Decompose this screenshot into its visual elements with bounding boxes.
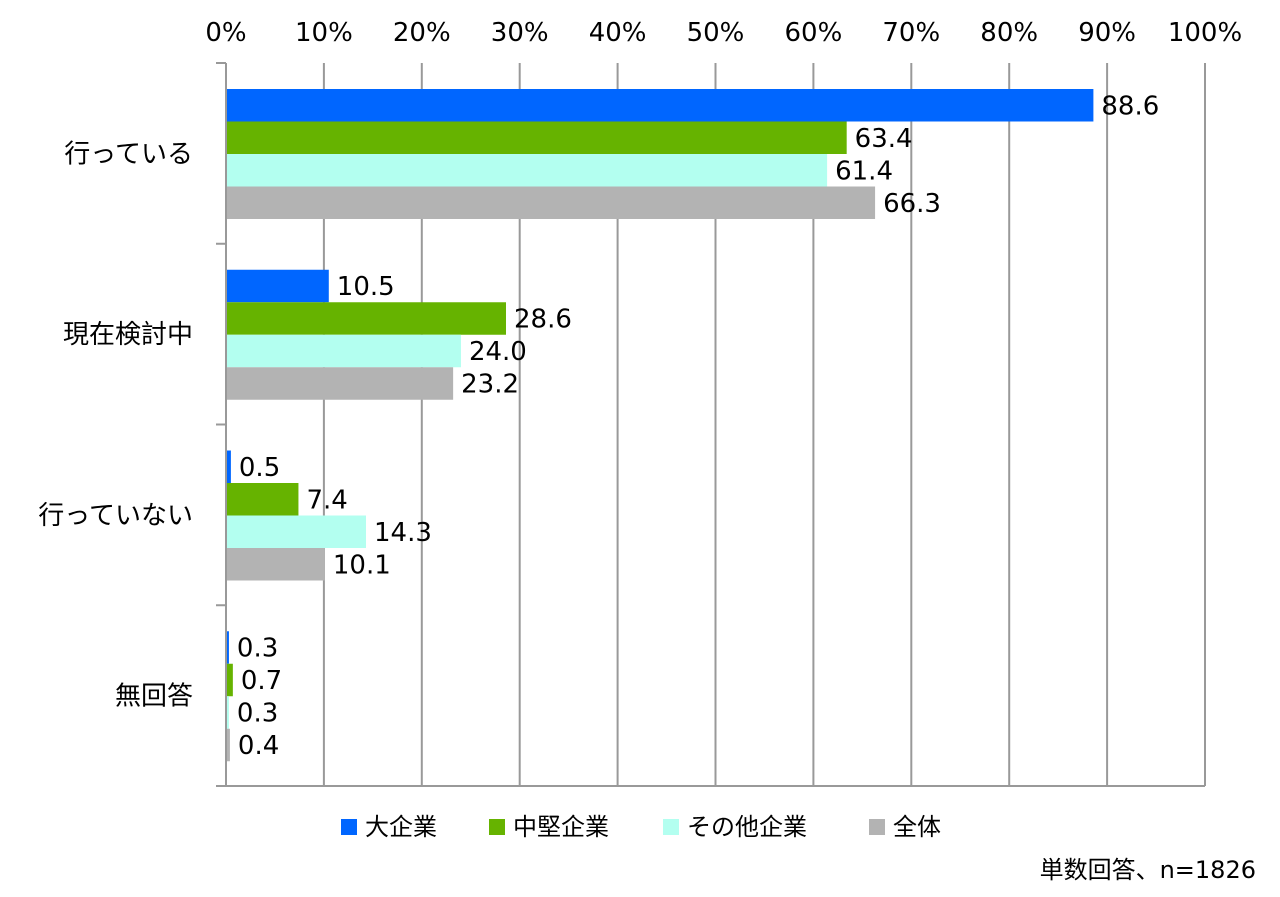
bars	[226, 89, 1094, 762]
category-label: 無回答	[115, 682, 193, 712]
bar	[226, 696, 229, 729]
data-label: 66.3	[883, 189, 941, 219]
data-label: 63.4	[855, 124, 913, 154]
x-tick-label: 50%	[687, 18, 745, 48]
x-tick-label: 100%	[1168, 18, 1242, 48]
x-tick-label: 10%	[295, 18, 353, 48]
data-label: 7.4	[306, 485, 347, 515]
x-tick-label: 60%	[785, 18, 843, 48]
data-label: 14.3	[374, 518, 432, 548]
category-label: 現在検討中	[63, 320, 193, 350]
data-labels: 88.6 63.461.466.3 10.5 28.624.023.2 0.5 7.4 14…	[237, 91, 1159, 761]
legend-label: その他企業	[687, 813, 807, 841]
x-tick-label: 80%	[980, 18, 1038, 48]
data-label: 23.2	[461, 370, 519, 400]
bar	[226, 663, 233, 697]
data-label: 61.4	[835, 156, 893, 186]
bar	[226, 631, 229, 664]
bar	[226, 515, 366, 548]
x-tick-label: 90%	[1078, 18, 1136, 48]
bar	[226, 450, 231, 483]
bar	[226, 154, 828, 187]
data-label: 10.1	[333, 550, 391, 580]
x-tick-label: 30%	[491, 18, 549, 48]
data-label: 0.3	[237, 634, 278, 664]
data-label: 28.6	[514, 305, 572, 335]
data-label: 24.0	[469, 337, 527, 367]
bar	[226, 334, 461, 368]
bar	[226, 89, 1094, 122]
legend-swatch	[341, 819, 357, 835]
data-label: 0.4	[238, 731, 279, 761]
x-tick-labels: 0% 10% 20% 30% 40% 50% 60% 70% 80% 90% 100%	[205, 18, 1242, 48]
bar	[226, 121, 847, 154]
data-label: 0.7	[241, 666, 282, 696]
bar	[226, 302, 506, 335]
data-label: 10.5	[337, 272, 395, 302]
bar	[226, 728, 230, 762]
x-tick-label: 40%	[589, 18, 647, 48]
category-label: 行っている	[64, 139, 193, 169]
bar	[226, 186, 876, 219]
legend-swatch	[869, 819, 885, 835]
legend-label: 全体	[893, 813, 941, 841]
bar	[226, 483, 299, 516]
x-tick-label: 0%	[205, 18, 246, 48]
data-label: 88.6	[1101, 91, 1159, 121]
legend: 大企業 中堅企業 その他企業 全体	[341, 813, 941, 841]
x-tick-label: 20%	[393, 18, 451, 48]
data-label: 0.3	[237, 699, 278, 729]
legend-swatch	[489, 819, 505, 835]
data-label: 0.5	[239, 453, 280, 483]
x-tick-label: 70%	[882, 18, 940, 48]
bar	[226, 367, 454, 400]
category-label: 行っていない	[38, 501, 193, 531]
axes	[216, 62, 1205, 787]
legend-swatch	[663, 819, 679, 835]
legend-label: 中堅企業	[513, 813, 609, 841]
footnote: 単数回答、n=1826	[1040, 856, 1256, 884]
bar	[226, 548, 325, 581]
bar	[226, 269, 329, 303]
legend-label: 大企業	[365, 813, 437, 841]
